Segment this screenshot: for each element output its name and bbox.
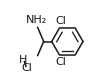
Text: NH₂: NH₂ (26, 15, 47, 25)
Text: Cl: Cl (21, 63, 32, 73)
Text: H: H (19, 55, 27, 65)
Text: Cl: Cl (55, 16, 66, 26)
Text: Cl: Cl (55, 57, 66, 67)
